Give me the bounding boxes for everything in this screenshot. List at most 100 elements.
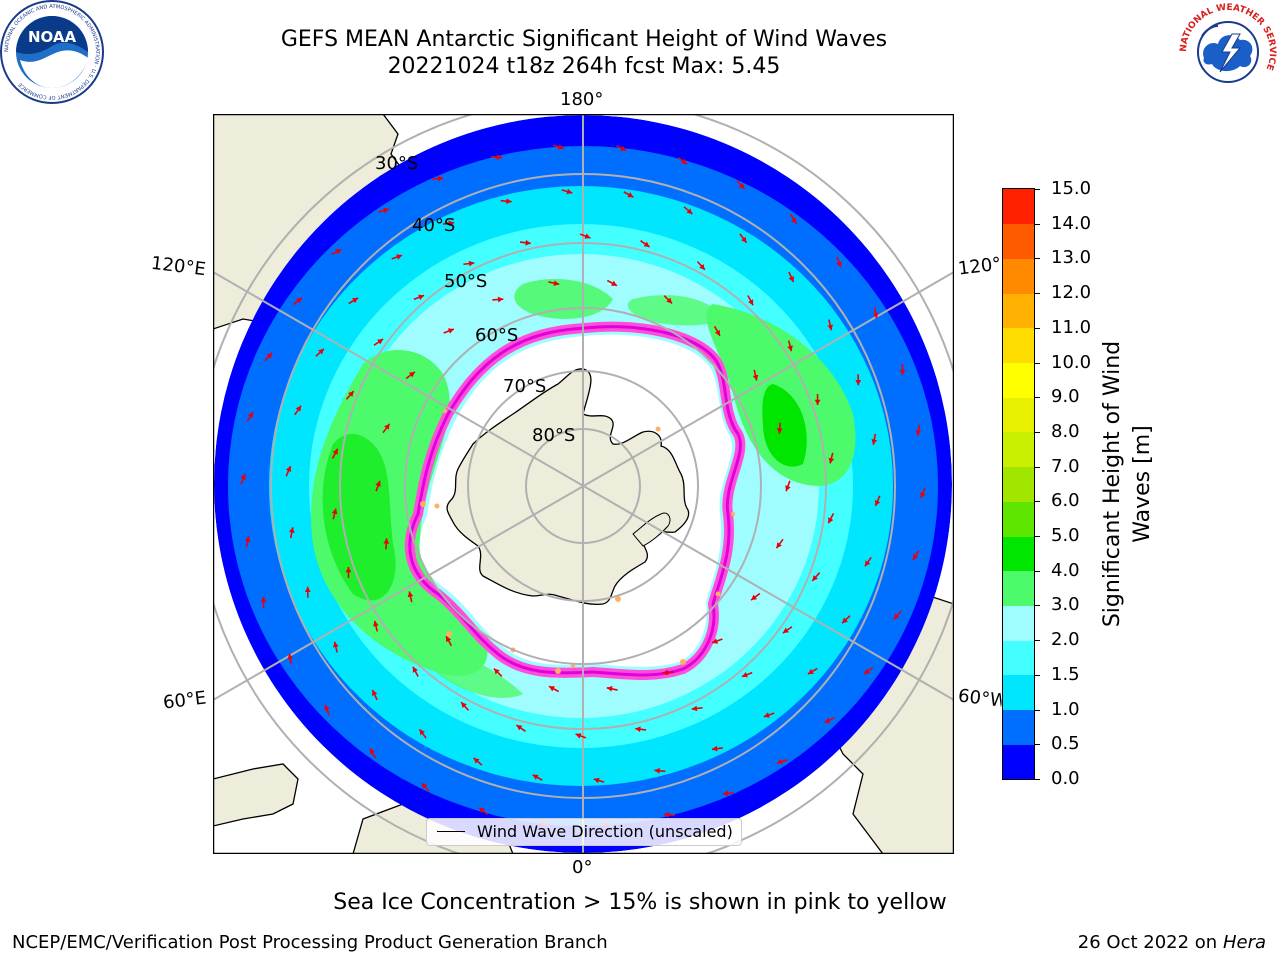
colorbar-tick-mark xyxy=(1034,674,1040,676)
wave-direction-arrowhead xyxy=(478,807,485,814)
title-line-1: GEFS MEAN Antarctic Significant Height o… xyxy=(280,27,888,52)
wave-direction-arrowhead xyxy=(532,774,539,780)
wave-direction-arrowhead xyxy=(782,627,789,634)
wave-direction-arrowhead xyxy=(699,263,705,270)
wave-direction-arrowhead xyxy=(915,430,922,436)
wave-direction-arrowhead xyxy=(741,672,748,678)
wave-direction-arrowhead xyxy=(738,183,745,189)
colorbar-tick-label: 7.0 xyxy=(1051,455,1080,477)
title-line-2: 20221024 t18z 264h fcst Max: 5.45 xyxy=(387,54,781,79)
wave-direction-arrowhead xyxy=(611,280,618,286)
colorbar-tick-label: 12.0 xyxy=(1051,282,1092,304)
graticule xyxy=(213,114,954,854)
wave-direction-arrowhead xyxy=(711,745,718,752)
colorbar-segment xyxy=(1003,362,1034,398)
wind-wave-arrows xyxy=(240,144,926,828)
wave-direction-arrowhead xyxy=(473,757,480,764)
wave-direction-arrowhead xyxy=(807,668,814,675)
colorbar-tick-mark xyxy=(1034,397,1040,399)
wave-direction-arrowhead xyxy=(874,500,881,506)
sea-ice-caption: Sea Ice Concentration > 15% is shown in … xyxy=(333,890,947,915)
wave-direction-arrowhead xyxy=(288,527,295,533)
wave-direction-arrowhead xyxy=(828,457,835,464)
colorbar-tick-label: 13.0 xyxy=(1051,247,1092,269)
wave-direction-arrowhead xyxy=(419,729,425,736)
colorbar-tick-mark xyxy=(1034,189,1040,190)
wave-direction-arrowhead xyxy=(377,338,384,345)
wave-direction-arrowhead xyxy=(418,294,425,300)
wave-direction-arrowhead xyxy=(266,352,273,359)
wave-direction-arrowhead xyxy=(332,448,338,455)
colorbar-tick-label: 0.5 xyxy=(1051,733,1080,755)
footer-producer: NCEP/EMC/Verification Post Processing Pr… xyxy=(12,932,608,953)
lat-label-80s: 80°S xyxy=(532,425,575,446)
wave-direction-arrowhead xyxy=(335,249,342,255)
colorbar-tick-mark xyxy=(1034,605,1040,607)
wave-direction-arrowhead xyxy=(468,260,475,267)
nws-logo: NATIONAL WEATHER SERVICE xyxy=(1176,0,1280,104)
wave-direction-arrowhead xyxy=(776,542,782,549)
wave-direction-arrowhead xyxy=(864,560,871,567)
colorbar-tick-label: 0.0 xyxy=(1051,768,1080,789)
wave-direction-arrowhead xyxy=(448,220,455,227)
wave-direction-arrowhead xyxy=(912,553,919,560)
wave-direction-arrowhead xyxy=(681,158,688,165)
wave-direction-arrowhead xyxy=(899,369,906,376)
colorbar-tick-mark xyxy=(1034,293,1040,295)
colorbar-segment xyxy=(1003,223,1034,259)
wave-direction-arrowhead xyxy=(836,261,842,268)
colorbar-segment xyxy=(1003,189,1034,225)
wave-direction-arrowhead xyxy=(777,758,783,765)
wave-direction-arrowhead xyxy=(643,241,650,247)
wave-direction-arrowhead xyxy=(788,276,794,283)
wave-direction-arrowhead xyxy=(791,217,797,224)
wave-direction-arrowhead xyxy=(662,669,669,676)
colorbar-segment xyxy=(1003,640,1034,676)
colorbar-tick-label: 11.0 xyxy=(1051,316,1092,338)
colorbar-tick-label: 14.0 xyxy=(1051,212,1092,234)
wave-direction-arrowhead xyxy=(373,620,379,627)
colorbar-tick-label: 1.5 xyxy=(1051,663,1080,685)
wave-direction-arrowhead xyxy=(497,296,504,303)
legend-label: Wind Wave Direction (unscaled) xyxy=(477,822,733,841)
colorbar-tick-mark xyxy=(1034,779,1040,780)
wave-direction-arrowhead xyxy=(712,638,719,644)
map-frame xyxy=(213,114,954,854)
wave-direction-arrowhead xyxy=(663,811,670,818)
colorbar-segment xyxy=(1003,744,1034,780)
colorbar-tick-mark xyxy=(1034,501,1040,503)
footer-date-text: 26 Oct 2022 on xyxy=(1077,932,1223,953)
colorbar-tick-mark xyxy=(1034,536,1040,538)
wave-direction-arrowhead xyxy=(741,236,747,243)
wave-direction-arrowhead xyxy=(827,324,833,331)
colorbar-tick-mark xyxy=(1034,258,1040,260)
colorbar-segment xyxy=(1003,501,1034,537)
wave-direction-arrowhead xyxy=(408,371,415,378)
colorbar-tick-label: 4.0 xyxy=(1051,559,1080,581)
colorbar-tick-mark xyxy=(1034,327,1040,329)
wave-direction-arrowhead xyxy=(407,591,414,598)
wave-direction-arrowhead xyxy=(296,297,303,304)
colorbar-segment xyxy=(1003,709,1034,745)
colorbar-segment xyxy=(1003,431,1034,468)
wave-direction-arrowhead xyxy=(548,686,555,692)
wave-direction-arrowhead xyxy=(295,405,302,412)
wave-direction-arrowhead xyxy=(575,733,582,739)
wave-direction-arrowhead xyxy=(506,198,512,205)
noaa-logo: NATIONAL OCEANIC AND ATMOSPHERIC ADMINIS… xyxy=(0,0,104,104)
colorbar-tick-label: 2.0 xyxy=(1051,629,1080,651)
wave-direction-arrowhead xyxy=(333,641,339,648)
colorbar-segment xyxy=(1003,258,1034,294)
wave-direction-arrowhead xyxy=(666,297,673,304)
wave-direction-arrowhead xyxy=(447,328,454,334)
colorbar-tick-label: 10.0 xyxy=(1051,351,1092,373)
wave-direction-arrowhead xyxy=(557,144,564,150)
wave-direction-arrowhead xyxy=(842,617,848,624)
colorbar-tick-mark xyxy=(1034,570,1040,572)
colorbar-segment xyxy=(1003,570,1034,606)
wave-direction-arrowhead xyxy=(627,192,634,198)
wave-direction-arrowhead xyxy=(516,725,523,731)
colorbar-segment xyxy=(1003,674,1034,711)
colorbar-tick-mark xyxy=(1034,709,1040,711)
wave-direction-arrowhead xyxy=(635,726,641,733)
